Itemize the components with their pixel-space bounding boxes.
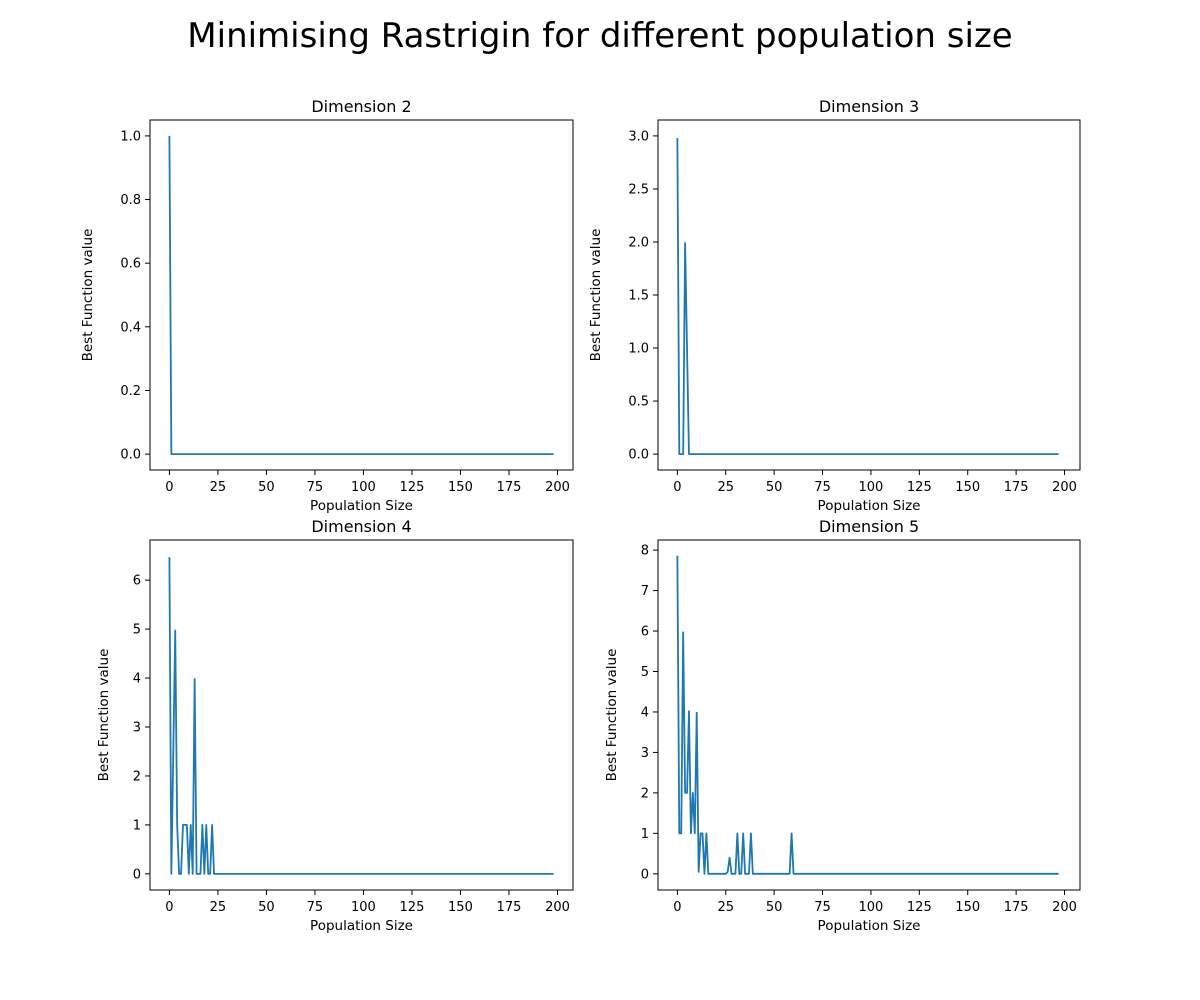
y-tick-label: 1.5	[628, 289, 649, 304]
x-tick-label: 0	[165, 900, 173, 915]
x-tick-label: 125	[400, 900, 425, 915]
x-tick-label: 50	[258, 900, 275, 915]
x-tick-label: 125	[907, 480, 932, 495]
x-tick-label: 100	[859, 900, 884, 915]
y-tick-label: 7	[641, 584, 649, 599]
y-tick-label: 8	[641, 544, 649, 559]
y-tick-label: 2	[641, 786, 649, 801]
x-tick-label: 75	[814, 480, 831, 495]
subplot-3: 0 25 50 75 100 125 150 175 200 0 1 2 3 4 5 6 Dimension 4…	[96, 517, 574, 934]
x-tick-label: 50	[766, 900, 783, 915]
series-line	[168, 135, 554, 455]
x-tick-label: 0	[165, 480, 173, 495]
x-tick-label: 125	[907, 900, 932, 915]
y-tick-label: 3	[641, 746, 649, 761]
x-tick-label: 150	[448, 900, 473, 915]
y-tick-label: 0.5	[628, 395, 649, 410]
x-tick-label: 100	[859, 480, 884, 495]
y-tick-label: 3	[133, 720, 141, 735]
y-tick-label: 2.5	[628, 182, 649, 197]
x-tick-label: 25	[210, 900, 227, 915]
y-tick-label: 0.8	[120, 193, 141, 208]
x-tick-label: 150	[448, 480, 473, 495]
figure-title: Minimising Rastrigin for different popul…	[187, 16, 1012, 56]
y-tick-label: 6	[641, 625, 649, 640]
x-tick-label: 25	[717, 480, 734, 495]
y-tick-label: 3.0	[628, 129, 649, 144]
x-tick-label: 150	[955, 900, 980, 915]
y-tick-label: 0.6	[120, 257, 141, 272]
y-tick-label: 6	[133, 574, 141, 589]
x-tick-label: 200	[545, 900, 570, 915]
x-tick-label: 25	[717, 900, 734, 915]
y-tick-label: 2.0	[628, 235, 649, 250]
x-tick-label: 125	[400, 480, 425, 495]
subplot-title: Dimension 2	[311, 97, 411, 116]
x-tick-label: 100	[351, 900, 376, 915]
x-tick-label: 150	[955, 480, 980, 495]
x-tick-label: 200	[1052, 900, 1077, 915]
x-tick-label: 175	[497, 900, 522, 915]
x-tick-label: 50	[766, 480, 783, 495]
y-axis-label: Best Function value	[588, 229, 604, 362]
x-tick-label: 200	[1052, 480, 1077, 495]
y-tick-label: 0.0	[120, 448, 141, 463]
y-tick-label: 5	[133, 623, 141, 638]
x-tick-label: 75	[307, 480, 324, 495]
x-tick-label: 0	[673, 900, 681, 915]
x-tick-label: 200	[545, 480, 570, 495]
axes-frame	[657, 539, 1081, 891]
y-tick-label: 0.0	[628, 448, 649, 463]
y-axis-label: Best Function value	[96, 649, 112, 782]
subplot-title: Dimension 3	[819, 97, 919, 116]
y-tick-label: 4	[133, 672, 141, 687]
y-tick-label: 1	[133, 818, 141, 833]
x-tick-label: 175	[497, 480, 522, 495]
subplot-title: Dimension 5	[819, 517, 919, 536]
series-line	[168, 557, 554, 875]
x-tick-label: 75	[307, 900, 324, 915]
y-tick-label: 0	[133, 867, 141, 882]
y-tick-label: 1.0	[120, 129, 141, 144]
axes-frame	[149, 539, 574, 891]
x-tick-label: 0	[673, 480, 681, 495]
y-tick-label: 2	[133, 769, 141, 784]
y-tick-label: 1.0	[628, 342, 649, 357]
subplot-title: Dimension 4	[311, 517, 411, 536]
subplot-2: 0 25 50 75 100 125 150 175 200 0.0 0.5 1.0 1.5 2.0 2.5…	[588, 97, 1081, 514]
series-line	[676, 555, 1059, 875]
x-axis-label: Population Size	[818, 498, 921, 514]
y-tick-label: 5	[641, 665, 649, 680]
subplot-4: 0 25 50 75 100 125 150 175 200 0 1 2 3 4 5 6 7 8 Dimension…	[604, 517, 1081, 934]
x-axis-label: Population Size	[310, 498, 413, 514]
subplot-1: 0 25 50 75 100 125 150 175 200 0.0 0.2 0.4 0.6 0.8 1.0…	[80, 97, 574, 514]
x-tick-label: 25	[210, 480, 227, 495]
x-axis-label: Population Size	[310, 918, 413, 934]
x-tick-label: 50	[258, 480, 275, 495]
y-tick-label: 4	[641, 705, 649, 720]
axes-frame	[149, 119, 574, 471]
x-tick-label: 100	[351, 480, 376, 495]
subplots-container: 0 25 50 75 100 125 150 175 2000.00.20.40.60.81.0…	[80, 97, 1081, 934]
y-tick-label: 0	[641, 867, 649, 882]
y-tick-label: 0.4	[120, 320, 141, 335]
x-tick-label: 175	[1004, 480, 1029, 495]
series-line	[676, 138, 1059, 455]
y-tick-label: 1	[641, 827, 649, 842]
y-axis-label: Best Function value	[604, 649, 620, 782]
x-tick-label: 75	[814, 900, 831, 915]
x-axis-label: Population Size	[818, 918, 921, 934]
y-tick-label: 0.2	[120, 384, 141, 399]
x-tick-label: 175	[1004, 900, 1029, 915]
y-axis-label: Best Function value	[80, 229, 96, 362]
